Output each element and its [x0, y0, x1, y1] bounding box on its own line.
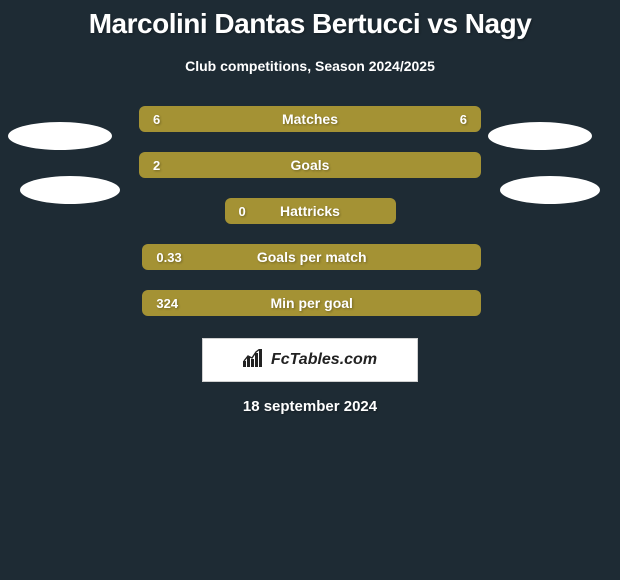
page-title: Marcolini Dantas Bertucci vs Nagy [89, 8, 532, 40]
decor-ellipse [500, 176, 600, 204]
brand-text: FcTables.com [271, 351, 377, 369]
stat-value-right: 6 [460, 112, 467, 127]
stat-row: Goals per match0.33 [0, 234, 620, 280]
brand-logo-icon [243, 349, 265, 372]
stat-value-left: 324 [156, 296, 178, 311]
stat-bar: Hattricks0 [225, 198, 396, 224]
stat-label: Min per goal [142, 295, 481, 311]
stat-value-left: 2 [153, 158, 160, 173]
stat-label: Goals [139, 157, 481, 173]
stat-label: Matches [139, 111, 481, 127]
decor-ellipse [8, 122, 112, 150]
subtitle: Club competitions, Season 2024/2025 [185, 58, 435, 74]
stat-value-left: 6 [153, 112, 160, 127]
decor-ellipse [488, 122, 592, 150]
stat-bar: Goals2 [139, 152, 481, 178]
date-text: 18 september 2024 [243, 398, 377, 415]
infographic-container: Marcolini Dantas Bertucci vs Nagy Club c… [0, 0, 620, 580]
stat-value-left: 0.33 [156, 250, 181, 265]
stat-bar: Matches6 6 [139, 106, 481, 132]
stat-label: Hattricks [225, 203, 396, 219]
decor-ellipse [20, 176, 120, 204]
stat-bar: Min per goal324 [142, 290, 481, 316]
brand-box: FcTables.com [202, 338, 418, 382]
stat-value-left: 0 [239, 204, 246, 219]
stat-label: Goals per match [142, 249, 481, 265]
stat-bar: Goals per match0.33 [142, 244, 481, 270]
stat-row: Min per goal324 [0, 280, 620, 326]
